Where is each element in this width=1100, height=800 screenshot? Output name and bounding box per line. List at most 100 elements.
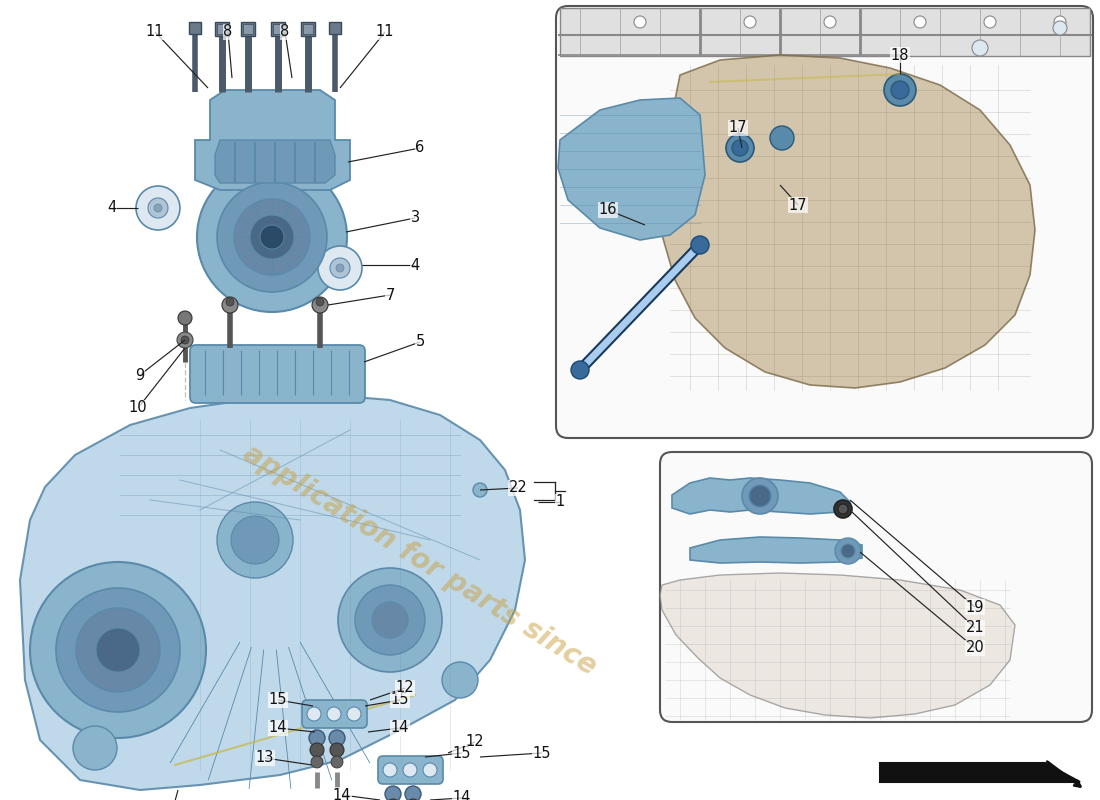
FancyBboxPatch shape [302,700,367,728]
Circle shape [226,298,234,306]
Circle shape [327,707,341,721]
Circle shape [148,198,168,218]
Circle shape [318,246,362,290]
Text: 5: 5 [416,334,425,350]
Circle shape [136,186,180,230]
Circle shape [355,585,425,655]
Text: 14: 14 [453,790,471,800]
Bar [273,24,283,34]
Text: 15: 15 [268,693,287,707]
Circle shape [336,264,344,272]
Circle shape [310,743,324,757]
FancyBboxPatch shape [190,345,365,403]
Text: 6: 6 [416,141,425,155]
Text: 14: 14 [390,721,409,735]
Circle shape [386,799,400,800]
Circle shape [835,538,861,564]
Circle shape [405,786,421,800]
FancyBboxPatch shape [556,6,1093,438]
FancyBboxPatch shape [378,756,443,784]
Circle shape [749,485,771,507]
FancyBboxPatch shape [660,452,1092,722]
Circle shape [742,478,778,514]
Circle shape [311,756,323,768]
Text: 10: 10 [129,401,147,415]
Circle shape [260,225,284,249]
Circle shape [726,134,754,162]
Polygon shape [558,98,705,240]
Text: 22: 22 [508,481,527,495]
Circle shape [372,602,408,638]
Circle shape [178,311,192,325]
Polygon shape [880,763,1080,782]
Text: 19: 19 [966,599,984,614]
Circle shape [385,786,402,800]
Text: 8: 8 [223,25,232,39]
Circle shape [884,74,916,106]
Circle shape [250,215,294,259]
Circle shape [914,16,926,28]
Circle shape [177,332,192,348]
Circle shape [473,483,487,497]
Bar [243,24,253,34]
Text: 17: 17 [789,198,807,213]
Circle shape [73,726,117,770]
Circle shape [329,730,345,746]
Circle shape [316,298,324,306]
Circle shape [406,799,420,800]
Text: 3: 3 [410,210,419,226]
Text: 14: 14 [332,787,351,800]
Text: 1: 1 [556,494,564,510]
Text: 8: 8 [280,25,289,39]
Circle shape [331,756,343,768]
Bar [189,22,201,34]
Text: 13: 13 [256,750,274,766]
Circle shape [383,763,397,777]
Circle shape [76,608,160,692]
Text: 16: 16 [598,202,617,218]
Circle shape [231,516,279,564]
Text: 15: 15 [390,693,409,707]
Text: 7: 7 [385,287,395,302]
Circle shape [403,763,417,777]
Circle shape [838,504,848,514]
Polygon shape [660,55,1035,388]
Text: 21: 21 [966,621,984,635]
Text: 12: 12 [465,734,484,750]
Bar [301,22,315,36]
Circle shape [1054,16,1066,28]
Circle shape [217,182,327,292]
Text: 20: 20 [966,641,984,655]
Circle shape [330,258,350,278]
Polygon shape [195,90,350,190]
Circle shape [309,730,324,746]
Polygon shape [672,478,850,514]
Circle shape [234,199,310,275]
Circle shape [217,502,293,578]
Bar [241,22,255,36]
Text: 14: 14 [268,721,287,735]
Circle shape [834,500,852,518]
Circle shape [30,562,206,738]
Circle shape [307,707,321,721]
Bar [217,24,227,34]
Bar [214,22,229,36]
Circle shape [424,763,437,777]
Text: 17: 17 [728,121,747,135]
Circle shape [972,40,988,56]
Polygon shape [214,140,336,183]
Circle shape [154,204,162,212]
Polygon shape [20,395,525,790]
Bar [560,8,1090,56]
Polygon shape [690,537,862,563]
Bar [271,22,285,36]
Circle shape [96,628,140,672]
Text: application for parts since: application for parts since [239,439,602,681]
Bar [329,22,341,34]
Text: 15: 15 [453,746,471,761]
Circle shape [824,16,836,28]
Circle shape [691,236,710,254]
Circle shape [197,162,346,312]
Circle shape [442,662,478,698]
Circle shape [984,16,996,28]
